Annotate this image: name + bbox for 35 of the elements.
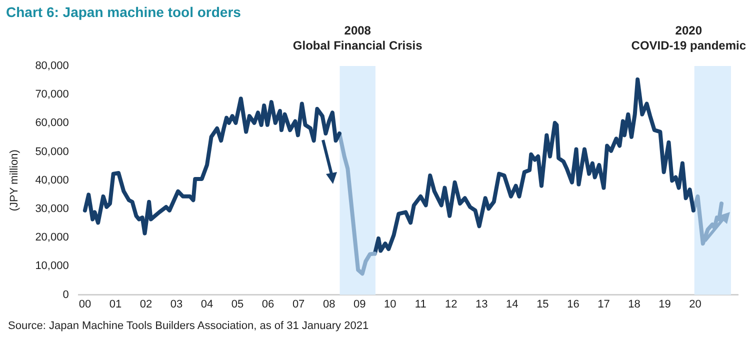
y-tick-label: 70,000 — [35, 88, 69, 101]
y-tick-label: 80,000 — [35, 60, 69, 72]
x-tick-label: 12 — [445, 298, 458, 310]
x-tick-label: 01 — [109, 298, 122, 310]
x-tick-label: 08 — [322, 298, 336, 310]
y-tick-label: 40,000 — [35, 174, 69, 186]
x-tick-label: 10 — [384, 298, 396, 310]
y-tick-label: 50,000 — [35, 146, 69, 158]
x-tick-label: 15 — [536, 298, 549, 310]
x-tick-label: 17 — [598, 298, 610, 310]
x-tick-label: 07 — [292, 298, 305, 310]
y-axis-title: (JPY million) — [8, 150, 21, 212]
x-tick-label: 18 — [628, 298, 640, 310]
x-tick-label: 20 — [689, 298, 702, 310]
y-tick-label: 60,000 — [35, 117, 69, 130]
x-tick-label: 03 — [170, 298, 183, 310]
source-note: Source: Japan Machine Tools Builders Association, as of 31 January 2021 — [8, 320, 369, 332]
y-tick-label: 10,000 — [35, 260, 69, 272]
x-tick-label: 14 — [506, 298, 518, 310]
y-tick-label: 0 — [62, 288, 69, 301]
y-tick-label: 20,000 — [35, 232, 69, 244]
x-tick-label: 19 — [658, 298, 671, 310]
x-tick-label: 02 — [140, 298, 152, 310]
x-tick-label: 00 — [78, 298, 92, 310]
chart-title: Chart 6: Japan machine tool orders — [6, 4, 241, 20]
x-tick-label: 09 — [353, 298, 366, 310]
x-tick-label: 05 — [231, 298, 244, 310]
x-tick-label: 13 — [476, 298, 488, 310]
band-label: 2020 COVID-19 pandemic — [631, 23, 746, 52]
y-tick-label: 30,000 — [35, 203, 69, 216]
x-tick-label: 06 — [262, 298, 274, 310]
x-tick-label: 04 — [200, 298, 214, 310]
x-tick-label: 11 — [414, 298, 426, 310]
x-tick-label: 16 — [567, 298, 580, 310]
band-label: 2008 Global Financial Crisis — [292, 23, 423, 52]
